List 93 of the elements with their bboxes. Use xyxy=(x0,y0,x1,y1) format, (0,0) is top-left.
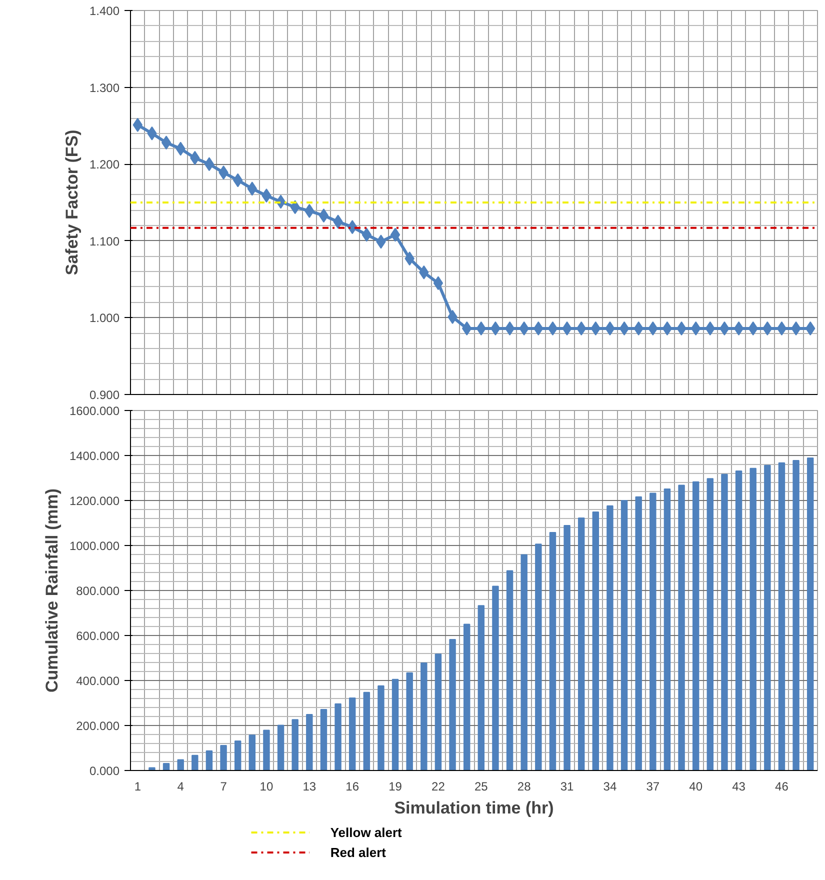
bar xyxy=(363,692,370,770)
bar xyxy=(234,740,242,770)
y-tick-label: 200.000 xyxy=(76,719,120,733)
bar xyxy=(478,605,485,770)
bar xyxy=(320,709,328,770)
x-tick-label: 22 xyxy=(432,780,446,794)
y-tick-label: 1600.000 xyxy=(69,404,120,418)
x-tick-label: 28 xyxy=(517,780,532,794)
bar xyxy=(764,464,771,770)
bar xyxy=(292,719,298,770)
bar xyxy=(492,586,499,770)
point xyxy=(504,321,515,336)
legend-label: Red alert xyxy=(330,845,387,860)
bar xyxy=(263,730,270,770)
bar xyxy=(334,703,342,770)
bar xyxy=(792,460,800,770)
y-tick-label: 1.300 xyxy=(89,80,120,95)
y-tick-label: 0.900 xyxy=(89,388,120,402)
point xyxy=(161,136,172,150)
bar xyxy=(220,745,227,770)
bar xyxy=(506,570,514,770)
x-tick-label: 19 xyxy=(388,780,402,794)
y-tick-label: 600.000 xyxy=(76,629,120,643)
bar xyxy=(206,750,213,770)
bar xyxy=(750,468,756,770)
y-tick-label: 1.000 xyxy=(89,311,120,326)
point xyxy=(548,321,558,336)
bar xyxy=(564,524,570,770)
bar xyxy=(420,662,428,770)
y-tick-label: 1.100 xyxy=(89,234,120,248)
bar xyxy=(650,492,656,770)
point xyxy=(204,157,214,172)
y-tick-label: 1000.000 xyxy=(69,539,120,553)
bar xyxy=(306,714,313,770)
x-tick-label: 10 xyxy=(260,780,274,794)
point xyxy=(734,321,744,336)
bar xyxy=(721,474,728,770)
bar xyxy=(177,759,184,770)
bar xyxy=(449,639,456,770)
bar xyxy=(549,532,556,770)
x-tick-label: 13 xyxy=(302,780,316,794)
y-axis-title: Safety Factor (FS) xyxy=(62,130,82,276)
bar xyxy=(606,505,614,770)
legend-label: Yellow alert xyxy=(330,825,403,840)
bar xyxy=(248,734,256,770)
point xyxy=(390,228,400,242)
x-tick-label: 1 xyxy=(134,780,142,794)
y-tick-label: 1.200 xyxy=(89,158,120,172)
x-axis-title: Simulation time (hr) xyxy=(394,798,554,818)
bar xyxy=(392,678,399,770)
point xyxy=(619,321,630,336)
bar xyxy=(520,554,528,770)
point xyxy=(776,321,787,336)
bar xyxy=(434,654,442,770)
bar xyxy=(806,457,814,770)
bar xyxy=(692,481,700,770)
point xyxy=(433,276,444,290)
bar xyxy=(664,488,671,770)
y-axis-title: Cumulative Rainfall (mm) xyxy=(42,488,62,693)
x-tick-label: 37 xyxy=(646,780,660,794)
bar xyxy=(162,763,170,770)
bar xyxy=(192,754,198,770)
bar xyxy=(778,462,786,770)
bar xyxy=(620,500,628,770)
x-tick-label: 16 xyxy=(346,780,360,794)
x-tick-label: 4 xyxy=(177,780,184,794)
bar xyxy=(277,724,284,770)
y-tick-label: 1200.000 xyxy=(69,494,120,508)
y-tick-label: 0.000 xyxy=(89,764,120,778)
bar xyxy=(535,544,542,770)
y-tick-label: 800.000 xyxy=(76,584,120,598)
bar xyxy=(348,698,356,770)
y-tick-label: 1.400 xyxy=(89,4,120,18)
bar xyxy=(735,470,742,770)
bar xyxy=(378,685,384,770)
bar xyxy=(678,484,685,770)
x-tick-label: 43 xyxy=(732,780,746,794)
bar xyxy=(635,496,642,770)
bar xyxy=(463,624,470,770)
bar xyxy=(706,478,714,770)
x-tick-label: 31 xyxy=(560,780,574,794)
bar xyxy=(406,672,413,770)
x-tick-label: 7 xyxy=(220,780,228,794)
point xyxy=(662,321,672,336)
x-tick-label: 46 xyxy=(775,780,789,794)
point xyxy=(318,208,329,223)
x-tick-label: 40 xyxy=(689,780,703,794)
x-tick-label: 25 xyxy=(474,780,488,794)
bar xyxy=(592,511,600,770)
bar xyxy=(578,518,585,770)
x-tick-label: 34 xyxy=(603,780,617,794)
y-tick-label: 400.000 xyxy=(76,674,120,688)
y-tick-label: 1400.000 xyxy=(69,449,120,463)
